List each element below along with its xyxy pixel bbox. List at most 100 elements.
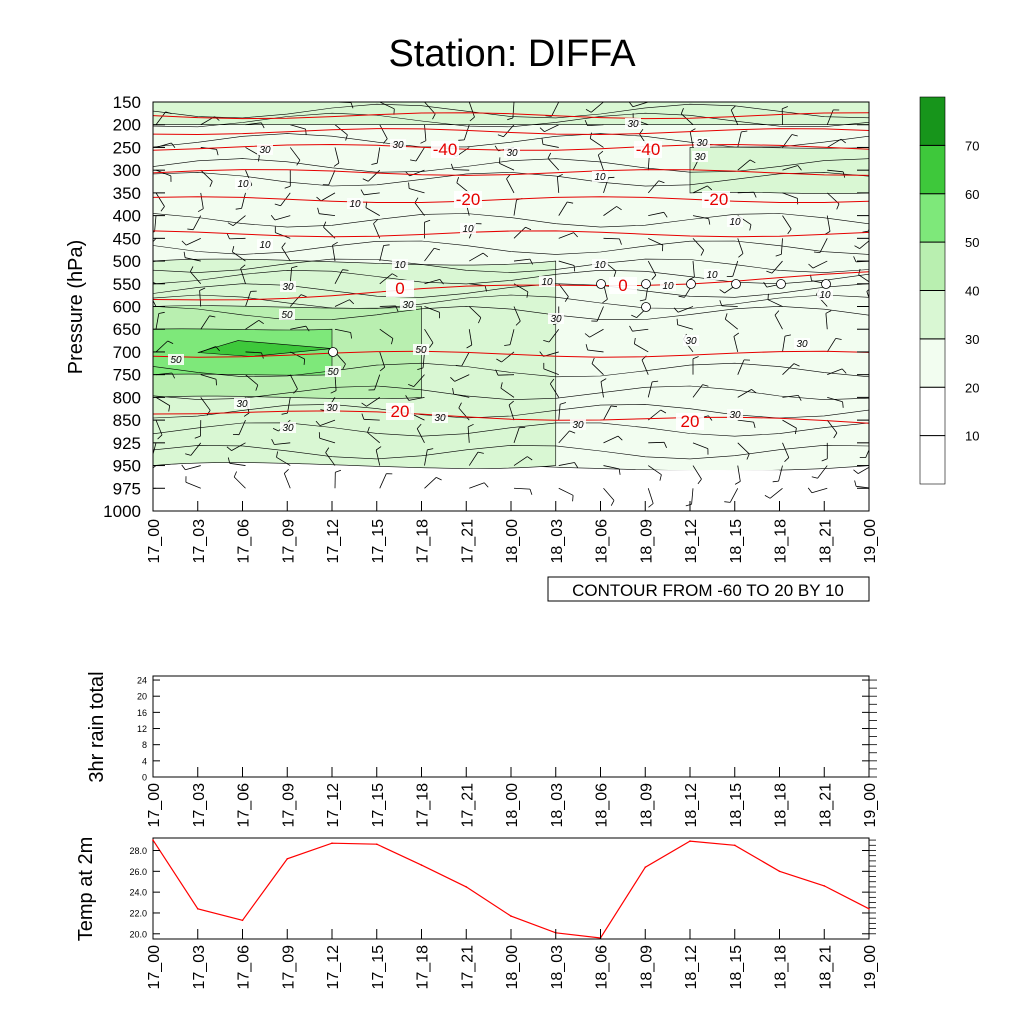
wind-barb (647, 488, 654, 504)
chart-title: Station: DIFFA (388, 33, 636, 75)
wind-barb-flag (724, 88, 725, 94)
wind-barb (692, 384, 703, 398)
wind-barb (634, 343, 649, 353)
wind-barb (468, 329, 473, 346)
wind-barb (692, 185, 708, 194)
wind-barb-flag (585, 109, 592, 113)
wind-barb-flag (209, 315, 216, 318)
wind-barb-flag (209, 181, 213, 187)
wind-barb (453, 393, 470, 398)
y-tick-label: 650 (113, 320, 141, 339)
temperature-contour (153, 112, 869, 120)
wind-barb (503, 124, 515, 138)
wind-barb-flag (243, 412, 250, 417)
y-tick-label: 200 (113, 116, 141, 135)
wind-barb-flag (330, 390, 337, 394)
wind-barb (603, 405, 612, 421)
wind-barb (200, 169, 213, 182)
wind-barb-flag (257, 91, 263, 94)
wind-barb (859, 240, 869, 249)
wind-barb (185, 465, 201, 471)
wind-barb-flag (651, 274, 657, 280)
wind-barb (200, 397, 211, 411)
wind-barb (190, 442, 202, 456)
wind-barb (328, 170, 336, 186)
wind-barb (379, 305, 396, 307)
x-tick-label: 18_03 (549, 519, 566, 564)
wind-barb-flag (227, 457, 231, 464)
wind-barb (153, 465, 157, 469)
rh-contour-label: 30 (259, 145, 271, 156)
wind-barb (375, 449, 381, 466)
wind-barb-flag (181, 240, 187, 246)
wind-barb-flag (291, 265, 298, 269)
wind-barb (367, 169, 381, 182)
wind-barb-flag (361, 413, 365, 420)
wind-barb (782, 395, 799, 398)
wind-barb (737, 389, 752, 398)
wind-barb-flag (410, 159, 417, 162)
temperature-contour (153, 230, 869, 238)
wind-barb-flag (658, 180, 665, 184)
wind-barb-flag (692, 356, 699, 360)
wind-barb-flag (226, 233, 230, 240)
temp-point (376, 843, 378, 845)
wind-barb (826, 109, 834, 125)
wind-barb-flag (371, 162, 378, 165)
x-tick-label: 17_21 (459, 783, 476, 828)
wind-barb (232, 215, 246, 227)
x-tick-label: 17_00 (146, 783, 163, 828)
wind-barb (647, 381, 653, 398)
wind-barb (241, 192, 246, 209)
panel2-ylabel: 3hr rain total (86, 671, 108, 782)
rh-label-bg (324, 402, 340, 413)
wind-barb (681, 113, 694, 126)
wind-barb (153, 442, 157, 456)
wind-barb (153, 281, 157, 285)
temperature-label-bg (431, 141, 459, 158)
wind-barb-flag (281, 242, 286, 248)
wind-barb (782, 419, 797, 429)
wind-barb (558, 201, 568, 216)
x-tick-label: 17_18 (415, 519, 432, 564)
wind-barb (858, 274, 869, 283)
wind-barb-flag (158, 311, 165, 314)
wind-barb (774, 314, 783, 330)
wind-barb (408, 396, 425, 401)
wind-barb-flag (775, 253, 782, 257)
x-tick-label: 18_06 (594, 783, 611, 828)
wind-barb-flag (807, 487, 813, 493)
wind-barb (513, 487, 531, 490)
wind-barb (778, 465, 783, 482)
x-tick-label: 17_21 (459, 945, 476, 990)
wind-barb-flag (610, 500, 615, 506)
wind-barb-flag (853, 256, 857, 263)
wind-barb-flag (167, 340, 174, 344)
wind-barb-flag (784, 334, 791, 337)
wind-barb-flag (573, 232, 578, 238)
wind-barb (590, 102, 604, 113)
wind-barb-flag (305, 325, 310, 332)
wind-barb (363, 192, 380, 196)
wind-barb (589, 138, 604, 148)
temperature-contour (153, 271, 869, 301)
wind-barb (287, 397, 291, 414)
wind-barb-flag (458, 402, 462, 409)
rh-label-bg (548, 313, 564, 324)
wind-barb-flag (557, 173, 563, 178)
wind-barb-flag (874, 208, 878, 212)
rh-contour-label: 30 (572, 420, 584, 431)
wind-barb (812, 260, 828, 269)
temperature-contour-label: 20 (391, 402, 410, 421)
rh-label-bg (727, 409, 743, 420)
wind-barb (597, 154, 604, 171)
wind-barb-flag (305, 129, 307, 136)
wind-barb-flag (315, 420, 321, 426)
wind-barb-flag (738, 253, 744, 258)
wind-barb-flag (541, 138, 544, 145)
wind-barb (334, 374, 337, 391)
wind-barb-flag (700, 250, 705, 256)
wind-barb (648, 441, 665, 444)
wind-barb-flag (702, 384, 709, 387)
x-tick-label: 18_09 (638, 945, 655, 990)
